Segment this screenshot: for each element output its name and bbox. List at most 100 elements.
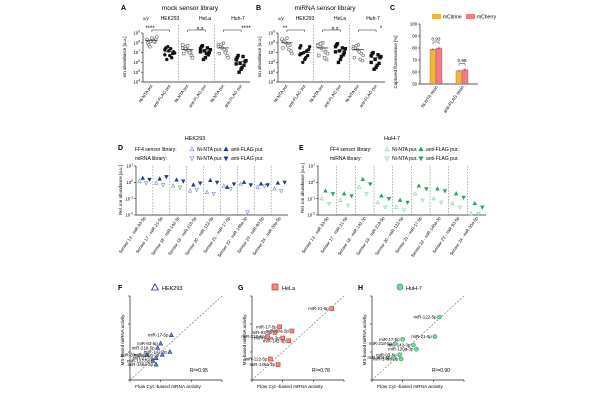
data-point (439, 200, 444, 205)
x-tick-label: Ni-NTA pur. (344, 83, 361, 104)
panel-d-cellline: HEK293 (185, 136, 206, 142)
x-tick-label: anti-FLAG pur. (188, 83, 208, 109)
panel-a-sig-3: **** (241, 26, 251, 32)
point-label: miR-17-5p (379, 337, 400, 342)
data-point (245, 210, 250, 215)
data-point (147, 177, 152, 183)
panel-d-legend-item-2: anti-FLAG pur. (231, 147, 264, 153)
data-point (255, 184, 260, 189)
y-tick-label: 90 (412, 34, 417, 39)
point-label: miR-218-5p (132, 345, 155, 350)
y-tick-label: 105 (268, 69, 275, 75)
panel-b: B miRNA sensor library x/y HEK293 HeLa H… (256, 5, 385, 108)
data-point (211, 192, 216, 197)
panel-b-cellline-header: x/y HEK293 HeLa Huh-7 (277, 16, 380, 22)
panel-g-plot: miR-21-5pmiR-17-5pmiR-93-5pmiR-130a-3pmi… (241, 295, 345, 382)
panel-c-letter: C (390, 5, 395, 12)
point-label: miR-122-5p (127, 358, 150, 363)
data-point (397, 352, 402, 358)
data-point (277, 324, 282, 330)
data-point (221, 183, 227, 188)
pvalue-bracket (458, 63, 466, 66)
data-point (144, 351, 150, 357)
data-point (335, 42, 340, 46)
panel-a-ylabel: Ion abundance [a.u.] (122, 36, 127, 77)
data-point (272, 186, 277, 191)
panel-b-ylabel: Ion abundance [a.u.] (257, 36, 262, 77)
data-point (339, 54, 344, 59)
y-tick-label: 105 (133, 69, 140, 75)
panel-g-r2: R²=0.78 (312, 368, 330, 374)
data-point (329, 306, 335, 311)
panel-d-ylabel: Rel. ion abundance [a.u.] (118, 165, 123, 215)
panel-d-legend-marks (189, 146, 229, 162)
panel-e-legend-item-3: Ni-NTA pur. (392, 156, 417, 162)
data-point (226, 56, 230, 60)
data-point (340, 46, 345, 50)
data-point (341, 191, 347, 196)
y-tick-label: 80 (412, 46, 417, 51)
data-point (352, 56, 357, 60)
panel-b-letter: B (256, 5, 261, 12)
data-point (338, 57, 343, 62)
point-label: miR-21-5p (411, 334, 432, 339)
panel-b-row-marker: x/y (277, 16, 285, 21)
data-point (286, 44, 290, 48)
data-point (191, 182, 196, 187)
panel-b-cellline-1: HEK293 (296, 16, 315, 22)
data-point (289, 328, 295, 334)
panel-f-cellline: HEK293 (162, 286, 183, 292)
data-point (180, 43, 185, 47)
data-point (398, 356, 404, 362)
data-point (372, 67, 376, 71)
data-point (315, 44, 320, 48)
data-point (164, 175, 169, 180)
data-point (345, 203, 351, 208)
legend-marker-mirna-ninta (189, 156, 195, 162)
data-point (238, 61, 242, 66)
point-label: miR-93-5p (376, 352, 397, 357)
point-label: miR-21-5p (308, 306, 329, 311)
legend-marker-mirna-ninta (384, 156, 390, 162)
data-point (204, 189, 210, 194)
data-point (187, 50, 192, 55)
data-point (356, 184, 362, 189)
panel-d: D HEK293 FF4 sensor library: miRNA libra… (118, 136, 288, 258)
legend-marker-ff4-ninta (384, 146, 390, 152)
data-point (391, 355, 396, 360)
y-tick-label: 10-2 (125, 212, 133, 218)
data-point (369, 60, 373, 65)
data-point (357, 50, 361, 54)
data-point (275, 180, 281, 185)
panel-e-letter: E (299, 145, 304, 152)
data-point (158, 340, 164, 346)
panel-h: H HuH-7 MS-based miRNA activity Flow Cyt… (358, 283, 465, 390)
significance-bracket (223, 29, 242, 32)
data-point (280, 335, 285, 341)
y-tick-label: 106 (268, 59, 275, 65)
data-point (241, 179, 247, 184)
data-point (159, 351, 165, 357)
data-point (198, 50, 203, 54)
data-point (330, 192, 336, 197)
pvalue-label: 0.98 (458, 58, 467, 63)
data-point (450, 200, 455, 206)
point-label: miR-142-3p (387, 343, 410, 348)
y-tick-label: 10-2 (307, 212, 315, 218)
data-point (371, 50, 375, 55)
panel-e-legend-item-1: Ni-NTA pur. (392, 147, 417, 153)
data-point (242, 63, 246, 68)
data-point (170, 183, 176, 188)
legend-marker-mirna-antiflag (223, 156, 229, 162)
data-point (468, 211, 474, 216)
panel-g-xlabel: Flow Cyt.-based mRNA activity (257, 384, 323, 390)
panel-c-ylabel: Captured fluorescence [%] (393, 35, 398, 88)
data-point (343, 47, 348, 51)
data-point (280, 37, 284, 41)
data-point (336, 60, 341, 65)
significance-bracket (358, 29, 377, 32)
y-tick-label: 101 (308, 163, 315, 169)
data-point (238, 181, 243, 186)
panel-e-legend-row2-label: miRNA library: (330, 156, 362, 162)
